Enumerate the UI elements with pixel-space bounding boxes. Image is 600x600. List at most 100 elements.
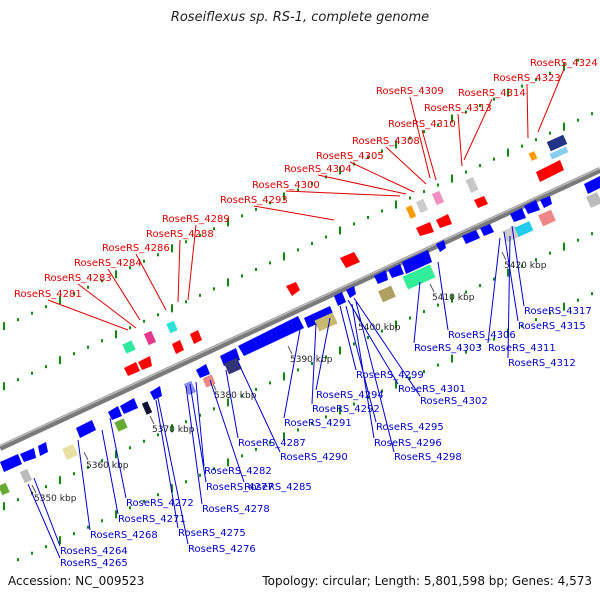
reverse-gene-label[interactable]: RoseRS_4294 [316,390,384,401]
gene-other[interactable] [314,312,338,332]
forward-gene-label[interactable]: RoseRS_4304 [284,164,352,175]
gene-cds-reverse[interactable] [346,286,356,298]
gene-cds-reverse[interactable] [196,364,210,378]
gene-other[interactable] [538,209,556,227]
reverse-gene-label[interactable]: RoseRS_4292 [312,404,380,415]
forward-gene-label[interactable]: RoseRS_4283 [44,273,112,284]
forward-gene-label[interactable]: RoseRS_4293 [220,195,288,206]
gene-cds-forward[interactable] [138,356,152,370]
reverse-gene-label[interactable]: RoseRS_4290 [280,452,348,463]
gene-cds-forward[interactable] [436,214,452,228]
forward-gene-label[interactable]: RoseRS_4300 [252,180,320,191]
reverse-gene-label[interactable]: RoseRS_4264 [60,546,128,557]
gene-cds-reverse[interactable] [0,454,22,472]
gene-cds-reverse[interactable] [480,224,494,236]
gene-other[interactable] [549,146,569,160]
gene-cds-reverse[interactable] [334,292,346,306]
gene-cds-reverse[interactable] [462,230,480,244]
gene-cds-reverse[interactable] [108,406,122,420]
gene-cds-reverse[interactable] [540,196,552,208]
gene-cds-reverse[interactable] [76,420,96,438]
gene-cds-reverse[interactable] [402,250,432,274]
gene-other[interactable] [378,285,396,303]
gene-other[interactable] [405,205,417,219]
reverse-gene-label[interactable]: RoseRS_4302 [420,396,488,407]
reverse-gene-label[interactable]: RoseRS_4275 [178,528,246,539]
reverse-gene-label[interactable]: RoseRS_4298 [394,452,462,463]
gene-other[interactable] [224,357,242,375]
reverse-gene-label[interactable]: RoseRS_4315 [518,321,586,332]
reverse-gene-label[interactable]: RoseRS_4312 [508,358,576,369]
gene-other[interactable] [166,320,178,334]
gene-other[interactable] [402,264,436,290]
reverse-gene-label[interactable]: RoseRS_4277 [206,482,274,493]
gene-cds-forward[interactable] [548,160,564,176]
gene-cds-reverse[interactable] [388,264,404,278]
gene-other[interactable] [546,134,568,152]
gene-other[interactable] [19,468,33,484]
reverse-gene-label[interactable]: RoseRS_4271 [118,514,186,525]
gene-cds-reverse[interactable] [304,306,334,328]
gene-cds-forward[interactable] [536,166,552,182]
gene-other[interactable] [141,401,153,415]
reverse-gene-label[interactable]: RoseRS_4265 [60,558,128,569]
gene-cds-forward[interactable] [340,252,360,268]
gene-other[interactable] [114,418,128,432]
forward-gene-label[interactable]: RoseRS_4310 [388,119,456,130]
forward-gene-label[interactable]: RoseRS_4288 [146,229,214,240]
gene-other[interactable] [431,190,445,206]
gene-cds-reverse[interactable] [510,208,526,222]
gene-other[interactable] [143,330,157,346]
reverse-gene-label[interactable]: RoseRS_4276 [188,544,256,555]
forward-gene-label[interactable]: RoseRS_4281 [14,289,82,300]
gene-cds-reverse[interactable] [38,442,48,456]
reverse-gene-label[interactable]: RoseRS_4299 [356,370,424,381]
reverse-gene-label[interactable]: RoseRS_4296 [374,438,442,449]
gene-other[interactable] [415,198,429,214]
gene-other[interactable] [528,151,538,161]
reverse-gene-label[interactable]: RoseRS_4278 [202,504,270,515]
gene-other[interactable] [514,221,534,237]
forward-gene-label[interactable]: RoseRS_4309 [376,86,444,97]
forward-gene-label[interactable]: RoseRS_4284 [74,258,142,269]
gene-other[interactable] [183,380,197,396]
gene-cds-reverse[interactable] [20,448,36,462]
gene-other[interactable] [0,482,10,496]
reverse-gene-label[interactable]: RoseRS_4285 [244,482,312,493]
forward-gene-label[interactable]: RoseRS_4286 [102,243,170,254]
gene-cds-reverse[interactable] [120,398,138,414]
reverse-gene-label[interactable]: RoseRS_4306 [448,330,516,341]
reverse-gene-label[interactable]: RoseRS_4287 [238,438,306,449]
gene-cds-reverse[interactable] [584,176,600,194]
reverse-gene-label[interactable]: RoseRS_4295 [376,422,444,433]
reverse-gene-label[interactable]: RoseRS_4282 [204,466,272,477]
forward-gene-label[interactable]: RoseRS_4324 [530,58,598,69]
gene-other[interactable] [62,444,78,460]
gene-cds-reverse[interactable] [238,316,304,356]
reverse-gene-label[interactable]: RoseRS_4303 [414,343,482,354]
forward-gene-label[interactable]: RoseRS_4308 [352,136,420,147]
forward-gene-label[interactable]: RoseRS_4313 [424,103,492,114]
forward-gene-label[interactable]: RoseRS_4289 [162,214,230,225]
gene-cds-reverse[interactable] [150,386,162,400]
forward-gene-label[interactable]: RoseRS_4305 [316,151,384,162]
forward-gene-label[interactable]: RoseRS_4323 [493,73,561,84]
gene-other[interactable] [586,192,600,208]
gene-cds-forward[interactable] [172,340,184,354]
gene-cds-forward[interactable] [124,362,140,376]
reverse-gene-label[interactable]: RoseRS_4301 [398,384,466,395]
gene-cds-reverse[interactable] [374,270,388,284]
reverse-gene-label[interactable]: RoseRS_4291 [284,418,352,429]
reverse-gene-label[interactable]: RoseRS_4272 [126,498,194,509]
gene-other[interactable] [122,340,136,354]
reverse-gene-label[interactable]: RoseRS_4311 [488,343,556,354]
gene-cds-reverse[interactable] [436,240,446,252]
gene-other[interactable] [502,225,520,243]
reverse-gene-label[interactable]: RoseRS_4317 [524,306,592,317]
gene-other[interactable] [202,374,216,388]
gene-other[interactable] [465,176,479,194]
gene-cds-reverse[interactable] [524,200,540,214]
gene-cds-forward[interactable] [416,222,434,236]
forward-gene-label[interactable]: RoseRS_4314 [458,88,526,99]
gene-cds-forward[interactable] [474,196,488,208]
